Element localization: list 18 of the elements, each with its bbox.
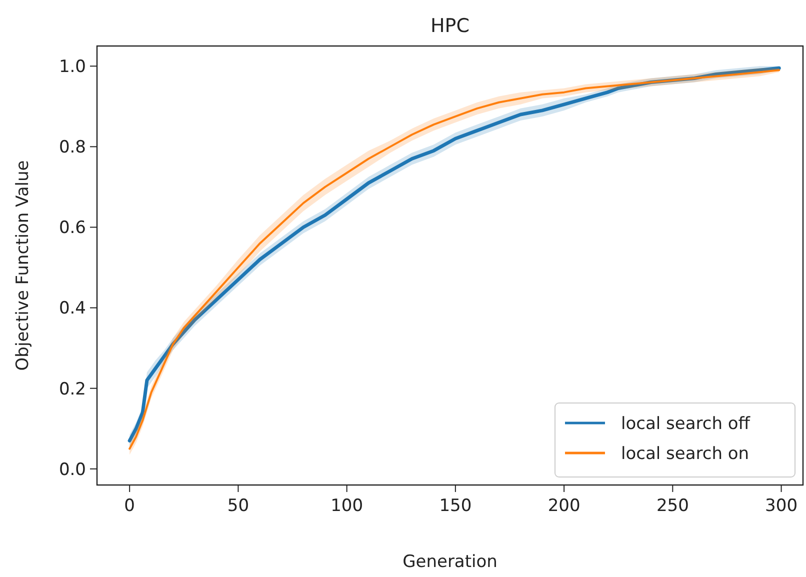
x-tick-label: 100 bbox=[330, 496, 364, 516]
x-axis-title: Generation bbox=[402, 552, 498, 572]
x-tick-label: 300 bbox=[765, 496, 798, 516]
y-tick-label: 0.6 bbox=[58, 218, 86, 238]
y-tick-label: 0.0 bbox=[58, 460, 86, 480]
legend-label: local search on bbox=[621, 444, 750, 464]
y-tick-label: 0.8 bbox=[58, 138, 86, 158]
legend-label: local search off bbox=[621, 414, 752, 434]
y-tick-label: 0.4 bbox=[58, 298, 86, 319]
x-tick-label: 0 bbox=[124, 496, 135, 516]
y-tick-label: 0.2 bbox=[58, 379, 86, 400]
x-tick-label: 50 bbox=[227, 496, 250, 516]
x-tick-label: 150 bbox=[439, 496, 472, 516]
x-tick-label: 250 bbox=[656, 496, 689, 516]
chart-title: HPC bbox=[430, 15, 470, 37]
y-tick-label: 1.0 bbox=[58, 57, 86, 78]
x-tick-label: 200 bbox=[548, 496, 580, 516]
y-axis-title: Objective Function Value bbox=[13, 160, 33, 371]
